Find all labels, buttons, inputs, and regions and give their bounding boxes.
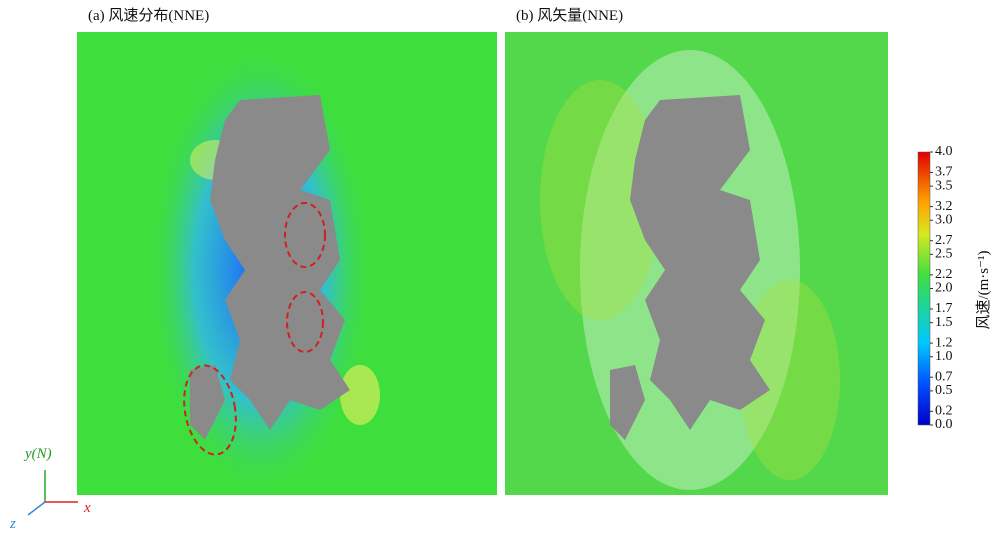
colorbar-tick-label: 2.5 [935,247,953,262]
colorbar-tick-label: 2.0 [935,281,953,296]
z-axis-arrow [28,502,45,515]
wind-speed-map [77,32,497,495]
panel-title: (b) 风矢量(NNE) [516,7,623,24]
colorbar-label: 风速/(m·s⁻¹) [975,250,992,329]
colorbar-tick-label: 3.5 [935,178,953,193]
wind-vector-map [505,32,888,495]
colorbar-tick-label: 4.0 [935,144,953,159]
colorbar-tick-label: 3.0 [935,212,953,227]
colorbar-tick-label: 0.5 [935,383,953,398]
colorbar [918,152,930,425]
axis-label: x [83,500,91,516]
axis-label: y(N) [23,446,52,462]
colorbar-tick-label: 1.0 [935,349,953,364]
axis-label: z [9,516,16,532]
panel-title: (a) 风速分布(NNE) [88,7,209,24]
colorbar-tick-label: 0.0 [935,417,953,432]
colorbar-tick-label: 1.5 [935,315,953,330]
figure: (a) 风速分布(NNE) (b) 风矢量(NNE) 风速/(m·s⁻¹) y(… [0,0,998,535]
